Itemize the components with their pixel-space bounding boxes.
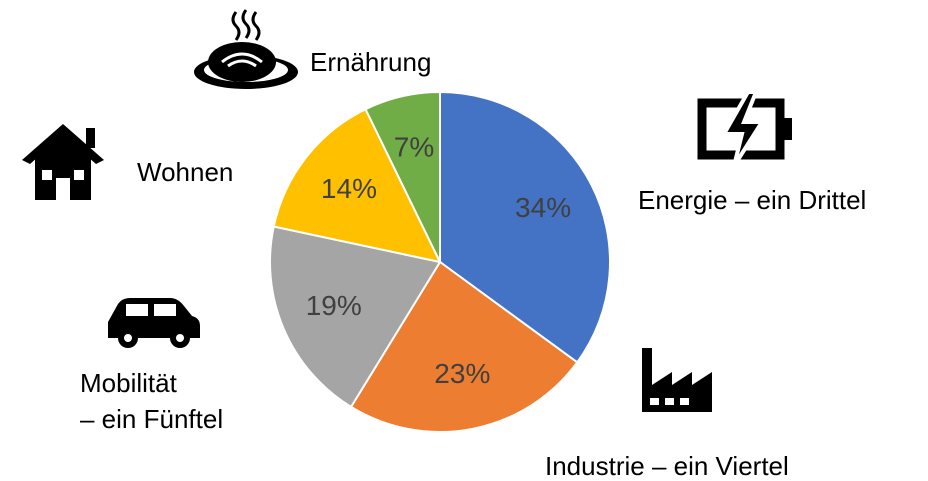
icon-factory: [642, 348, 712, 412]
icon-house: [22, 124, 104, 200]
category-label: Industrie – ein Viertel: [545, 451, 789, 481]
category-label: Wohnen: [137, 157, 234, 187]
value-label: 34%: [515, 192, 571, 223]
pie-slice: [349, 260, 579, 433]
icon-food: [194, 9, 298, 89]
pie-slice: [269, 225, 442, 409]
icon-car: [108, 298, 200, 348]
category-label: Ernährung: [310, 47, 432, 77]
icon-battery: [697, 90, 792, 168]
value-label: 23%: [434, 358, 490, 389]
pie-slice: [439, 90, 611, 364]
pie-slice: [364, 90, 441, 263]
value-label: 14%: [321, 173, 377, 204]
pie-slice: [272, 107, 442, 264]
category-label: Energie – ein Drittel: [638, 185, 867, 215]
value-label: 19%: [306, 290, 362, 321]
category-label: Mobilität – ein Fünftel: [80, 368, 224, 434]
value-label: 7%: [394, 132, 434, 163]
